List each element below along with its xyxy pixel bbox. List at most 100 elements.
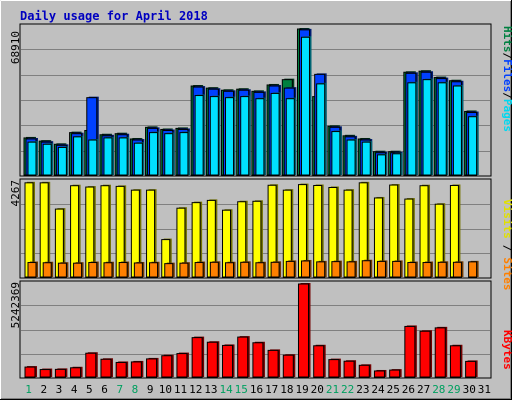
bar-sites-day-5 — [88, 261, 99, 278]
bar-sites-day-12 — [194, 261, 206, 278]
day-label-31: 31 — [478, 383, 491, 396]
day-label-6: 6 — [101, 383, 108, 396]
bar-pages-day-10 — [164, 132, 175, 176]
day-label-16: 16 — [250, 383, 263, 396]
bar-kbytes-day-28 — [434, 326, 448, 378]
bottom-bars — [24, 283, 478, 378]
day-label-26: 26 — [402, 383, 415, 396]
day-label-24: 24 — [371, 383, 385, 396]
day-label-10: 10 — [159, 383, 172, 396]
top-legend-separator-1: / — [501, 53, 512, 60]
day-label-2: 2 — [40, 383, 47, 396]
bar-sites-day-30 — [468, 260, 479, 278]
bar-kbytes-day-25 — [389, 369, 402, 378]
bar-sites-day-21 — [331, 260, 342, 278]
bar-kbytes-day-19 — [297, 283, 311, 378]
bar-sites-day-18 — [285, 260, 297, 278]
bar-sites-day-25 — [392, 260, 403, 278]
bar-sites-day-6 — [103, 261, 114, 278]
bar-pages-day-19 — [300, 36, 312, 176]
bar-sites-day-10 — [164, 262, 175, 278]
bar-sites-day-2 — [42, 261, 54, 278]
bar-sites-day-17 — [270, 261, 282, 278]
bar-kbytes-day-30 — [465, 360, 478, 378]
bar-pages-day-30 — [468, 115, 479, 176]
bar-sites-day-1 — [27, 261, 38, 278]
bar-kbytes-day-7 — [115, 361, 129, 378]
day-label-28: 28 — [432, 383, 445, 396]
bottom-max-label: 5242369 — [9, 282, 22, 328]
day-label-22: 22 — [341, 383, 354, 396]
day-label-20: 20 — [311, 383, 324, 396]
bar-kbytes-day-23 — [358, 364, 372, 378]
bar-sites-day-29 — [452, 261, 464, 278]
middle-legend-visits: Visits — [501, 199, 512, 239]
bar-pages-day-14 — [225, 96, 236, 176]
day-label-30: 30 — [463, 383, 476, 396]
bar-pages-day-6 — [103, 136, 114, 176]
day-label-21: 21 — [326, 383, 339, 396]
bar-kbytes-day-29 — [449, 344, 463, 378]
chart-title: Daily usage for April 2018 — [20, 9, 208, 23]
bar-pages-day-3 — [57, 146, 69, 176]
bar-pages-day-28 — [437, 81, 449, 176]
bar-kbytes-day-22 — [343, 360, 357, 378]
middle-bars — [24, 181, 479, 278]
bar-sites-day-24 — [376, 260, 388, 278]
bar-kbytes-day-15 — [237, 336, 250, 378]
bar-pages-day-29 — [452, 85, 464, 176]
bar-pages-day-1 — [27, 141, 38, 176]
bar-kbytes-day-2 — [39, 368, 53, 378]
bar-sites-day-26 — [407, 261, 418, 278]
bar-pages-day-21 — [331, 130, 342, 176]
bar-sites-day-19 — [300, 259, 312, 278]
day-label-12: 12 — [189, 383, 202, 396]
day-label-29: 29 — [447, 383, 460, 396]
top-legend-hits: Hits — [501, 26, 512, 53]
bar-pages-day-13 — [209, 95, 221, 176]
day-label-25: 25 — [387, 383, 400, 396]
day-label-3: 3 — [56, 383, 63, 396]
bar-kbytes-day-1 — [24, 366, 37, 378]
bar-kbytes-day-8 — [130, 360, 144, 378]
middle-panel: 4267 Visits / Sites — [9, 178, 512, 291]
bar-sites-day-7 — [118, 261, 130, 278]
bar-pages-day-11 — [179, 131, 190, 176]
bar-pages-day-17 — [270, 92, 282, 176]
bar-sites-day-4 — [73, 262, 84, 278]
day-label-15: 15 — [235, 383, 248, 396]
bar-pages-day-12 — [194, 94, 206, 176]
bar-pages-day-7 — [118, 136, 130, 176]
bar-pages-day-23 — [361, 141, 373, 176]
day-label-11: 11 — [174, 383, 187, 396]
bar-kbytes-day-16 — [252, 341, 265, 378]
x-axis-day-labels: 1 2 3 4 5 6 7 8 9 10 11 12 13 14 15 16 17 18 19 20 21 22 23 24 2… — [25, 383, 491, 396]
bar-kbytes-day-21 — [328, 358, 341, 378]
bar-pages-day-16 — [255, 97, 266, 176]
middle-max-label: 4267 — [9, 180, 22, 207]
bar-kbytes-day-26 — [404, 325, 417, 378]
bar-pages-day-25 — [392, 152, 403, 176]
bar-kbytes-day-27 — [419, 330, 433, 378]
bar-pages-day-18 — [285, 97, 297, 176]
day-label-7: 7 — [116, 383, 123, 396]
bar-sites-day-13 — [209, 261, 221, 278]
middle-legend-separator: / — [501, 245, 512, 252]
top-panel: 68910 Hits/Files/Pages — [9, 23, 512, 177]
bar-kbytes-day-24 — [373, 369, 387, 378]
bar-pages-day-22 — [346, 139, 358, 176]
day-label-23: 23 — [356, 383, 369, 396]
bar-sites-day-3 — [57, 262, 69, 278]
bar-kbytes-day-17 — [267, 349, 281, 378]
bar-sites-day-15 — [240, 261, 251, 278]
day-label-19: 19 — [295, 383, 308, 396]
bar-sites-day-11 — [179, 262, 190, 278]
bottom-panel: 5242369 KBytes — [9, 280, 512, 379]
day-label-17: 17 — [265, 383, 278, 396]
day-label-14: 14 — [219, 383, 233, 396]
day-label-8: 8 — [132, 383, 139, 396]
top-legend: Hits/Files/Pages — [501, 26, 512, 132]
bar-sites-day-22 — [346, 260, 358, 278]
top-bars — [23, 28, 479, 176]
